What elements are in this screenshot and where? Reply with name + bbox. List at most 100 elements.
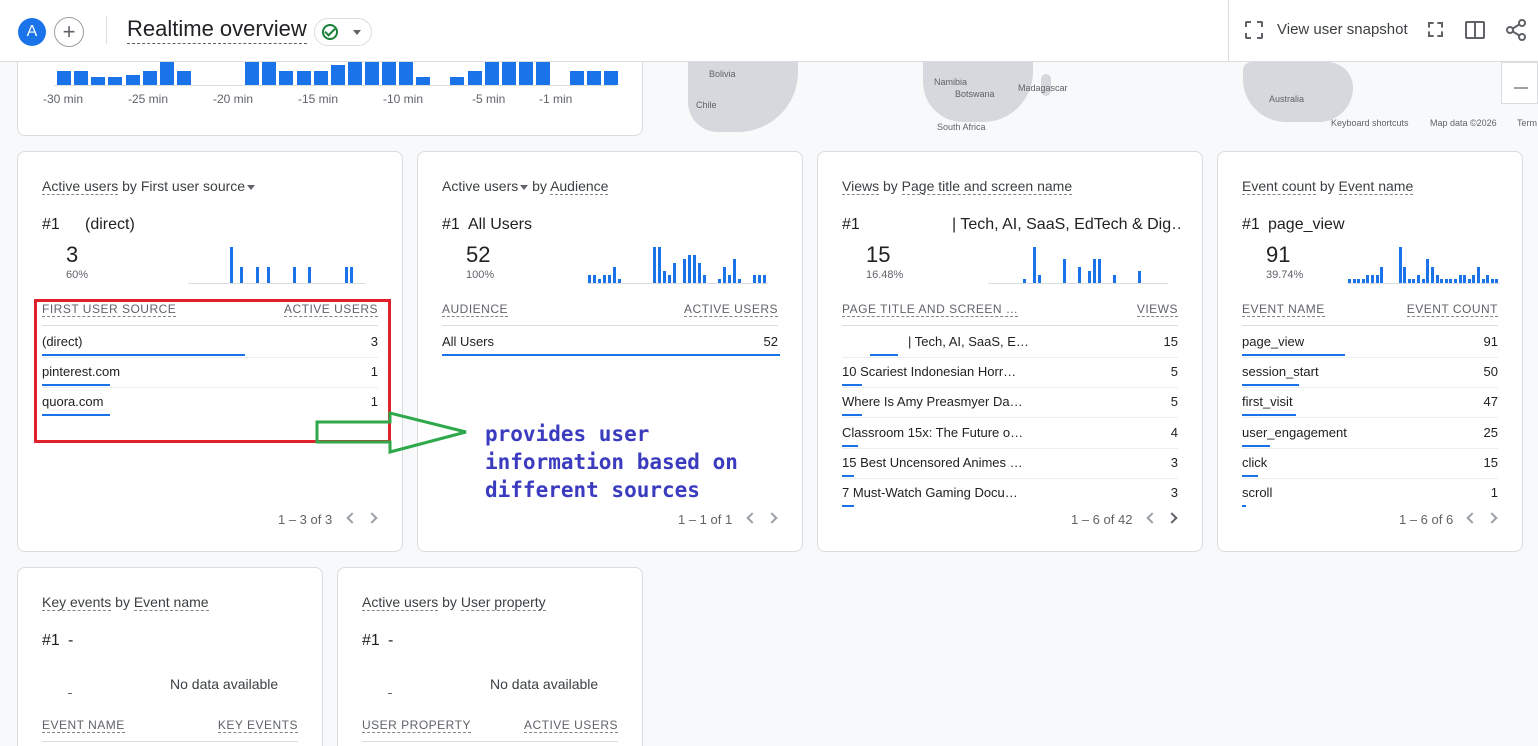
row-value: 3	[1170, 485, 1178, 500]
row-label[interactable]: scroll	[1242, 485, 1273, 500]
sparkline-bar	[728, 275, 731, 283]
minute-bar[interactable]	[484, 61, 499, 85]
minute-bar[interactable]	[142, 71, 157, 85]
dimension-selector[interactable]: Page title and screen name	[901, 178, 1073, 195]
chevron-right-icon[interactable]	[766, 512, 778, 524]
row-label[interactable]: 15 Best Uncensored Animes …	[842, 454, 1023, 470]
minute-bar[interactable]	[347, 61, 362, 85]
minute-bar[interactable]	[364, 61, 379, 85]
data-quality-chip[interactable]	[314, 18, 372, 46]
row-label[interactable]: (direct)	[42, 334, 83, 349]
row-label[interactable]: pinterest.com	[42, 364, 121, 380]
page-title[interactable]: Realtime overview	[127, 16, 307, 44]
row-label[interactable]: first_visit	[1242, 394, 1293, 410]
column-header-dimension: EVENT NAME	[1242, 302, 1325, 317]
view-user-snapshot-button[interactable]: View user snapshot	[1277, 21, 1408, 38]
world-map[interactable]: Bolivia Chile Namibia Botswana Madagasca…	[643, 62, 1538, 132]
row-label[interactable]: click	[1242, 454, 1268, 470]
chevron-left-icon[interactable]	[746, 512, 758, 524]
row-label[interactable]: | Tech, AI, SaaS, E…	[908, 334, 1029, 349]
metric-selector[interactable]: Views	[842, 178, 880, 195]
minute-bar[interactable]	[108, 77, 123, 85]
zoom-control[interactable]	[1501, 62, 1538, 104]
minute-bar[interactable]	[245, 61, 260, 85]
chevron-left-icon[interactable]	[1146, 512, 1158, 524]
rank-label: #1	[362, 632, 380, 649]
sparkline-bar	[1417, 275, 1420, 283]
minute-bar[interactable]	[279, 71, 294, 85]
dimension-selector[interactable]: First user source	[140, 178, 246, 194]
row-label[interactable]: Classroom 15x: The Future o…	[842, 424, 1024, 440]
compare-icon[interactable]	[1465, 21, 1485, 39]
chevron-right-icon[interactable]	[1486, 512, 1498, 524]
minute-bar[interactable]	[74, 71, 89, 85]
metric-selector[interactable]: Key events	[42, 594, 112, 611]
metric-selector[interactable]: Active users	[42, 178, 119, 195]
minute-bar[interactable]	[467, 71, 482, 85]
minute-bar[interactable]	[382, 61, 396, 85]
minute-bar[interactable]	[450, 77, 465, 85]
row-label[interactable]: 10 Scariest Indonesian Horr…	[842, 364, 1017, 380]
row-divider	[42, 387, 378, 389]
fullscreen-icon[interactable]	[1428, 22, 1443, 37]
caret-down-icon[interactable]	[520, 184, 529, 190]
dimension-selector[interactable]: Event name	[133, 594, 209, 611]
minute-bar[interactable]	[176, 71, 191, 85]
sparkline-bar	[256, 267, 259, 283]
metric-selector[interactable]: Active users	[442, 178, 519, 194]
chevron-right-icon[interactable]	[366, 512, 378, 524]
minute-bar[interactable]	[416, 77, 431, 85]
minute-bar[interactable]	[587, 71, 602, 85]
minute-bar[interactable]	[262, 61, 277, 85]
row-label[interactable]: All Users	[442, 334, 495, 349]
row-label[interactable]: session_start	[1242, 364, 1319, 380]
dimension-selector[interactable]: User property	[460, 594, 546, 611]
minute-bar[interactable]	[535, 61, 550, 85]
sparkline-bar	[1093, 259, 1096, 283]
user-snapshot-icon[interactable]	[1245, 21, 1263, 39]
minute-bar[interactable]	[399, 61, 414, 85]
rank-label: #1	[442, 216, 460, 233]
row-label[interactable]: quora.com	[42, 394, 104, 410]
add-comparison-button[interactable]: +	[54, 17, 84, 47]
minute-bar[interactable]	[296, 71, 311, 85]
row-label[interactable]: page_view	[1242, 334, 1305, 349]
share-icon[interactable]	[1505, 19, 1527, 41]
chevron-left-icon[interactable]	[1466, 512, 1478, 524]
minute-bar[interactable]	[570, 71, 585, 85]
minute-bar[interactable]	[125, 75, 140, 85]
minute-bar[interactable]	[159, 61, 174, 85]
card-title: Views by Page title and screen name	[842, 178, 1073, 195]
minute-bar[interactable]	[91, 77, 106, 85]
top-item-value: 15	[866, 242, 891, 267]
chevron-right-icon[interactable]	[1166, 512, 1178, 524]
row-label[interactable]: 7 Must-Watch Gaming Docu…	[842, 485, 1018, 500]
terms-link[interactable]: Term	[1517, 118, 1537, 128]
keyboard-shortcuts-link[interactable]: Keyboard shortcuts	[1331, 118, 1409, 128]
row-value: 15	[1483, 454, 1498, 470]
sparkline-bar	[1463, 275, 1466, 283]
minute-bar[interactable]	[604, 71, 619, 85]
row-label[interactable]: Where Is Amy Preasmyer Da…	[842, 394, 1023, 410]
row-share-bar	[842, 414, 862, 417]
dimension-selector[interactable]: Audience	[550, 178, 609, 195]
metric-selector[interactable]: Active users	[362, 594, 439, 611]
sparkline-bar	[593, 275, 596, 283]
metric-selector[interactable]: Event count	[1242, 178, 1316, 195]
rank-label: #1	[42, 216, 60, 233]
minute-bar[interactable]	[501, 61, 516, 85]
dimension-selector[interactable]: Event name	[1338, 178, 1414, 195]
minute-bar[interactable]	[518, 61, 533, 85]
map-label: Namibia	[934, 77, 968, 87]
column-header-dimension: PAGE TITLE AND SCREEN …	[842, 302, 1019, 317]
minute-bar[interactable]	[330, 65, 345, 85]
sparkline-bar	[1362, 279, 1365, 283]
chevron-left-icon[interactable]	[346, 512, 358, 524]
sparkline-bar	[1023, 279, 1026, 283]
account-avatar[interactable]: A	[18, 18, 46, 46]
sparkline-bar	[1138, 271, 1141, 283]
minute-bar[interactable]	[313, 71, 328, 85]
caret-down-icon[interactable]	[247, 184, 256, 190]
minute-bar[interactable]	[57, 71, 72, 85]
row-label[interactable]: user_engagement	[1242, 424, 1347, 440]
